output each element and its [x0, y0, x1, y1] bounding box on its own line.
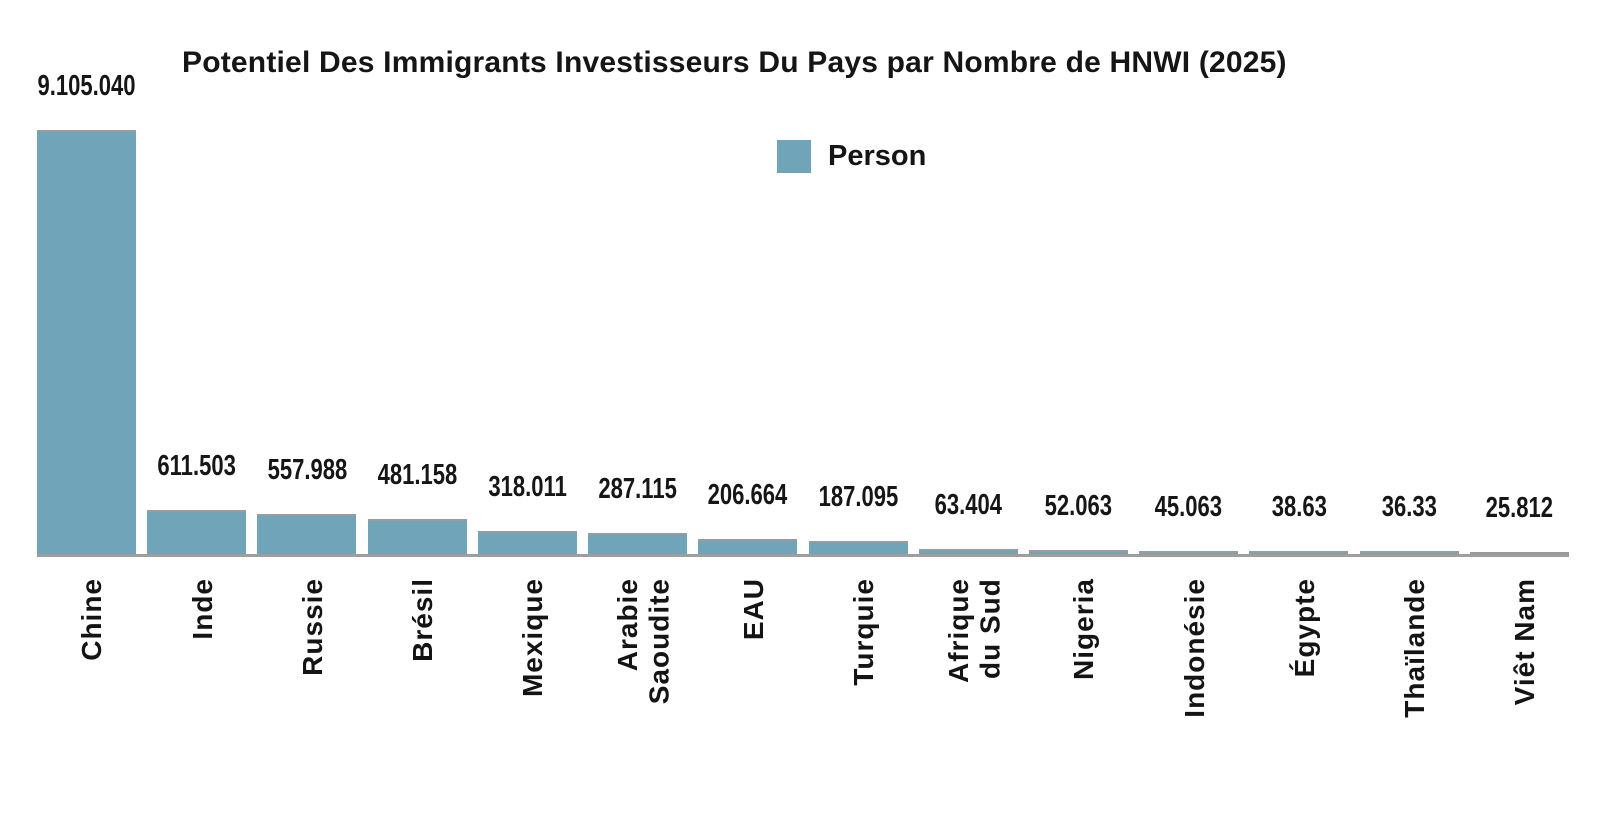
x-axis-label: Indonésie — [1178, 578, 1210, 718]
x-axis-label: Arabie Saoudite — [611, 578, 675, 705]
bar-value-label: 481.158 — [377, 459, 457, 491]
bar-wrap: 25.812 — [1469, 492, 1569, 554]
x-axis-label: Mexique — [517, 578, 549, 698]
bar-wrap: 481.158 — [367, 459, 467, 554]
bar-wrap: 36.33 — [1359, 491, 1459, 554]
bar-series: 9.105.040 611.503 557.988 481.158 318.01… — [37, 0, 1580, 554]
bar-value-label: 52.063 — [1044, 490, 1113, 522]
bar-value-label: 45.063 — [1154, 491, 1223, 523]
x-axis-cell: Inde — [147, 578, 257, 814]
bar-value-label: 557.988 — [267, 454, 347, 486]
bar-column: 36.33 — [1359, 0, 1470, 554]
x-axis-labels: Chine Inde Russie Brésil Mexique Arabie … — [37, 578, 1580, 814]
bar-wrap: 187.095 — [808, 481, 908, 554]
x-axis-cell: Mexique — [478, 578, 588, 814]
bar-value-label: 318.011 — [488, 471, 567, 503]
bar — [698, 539, 798, 554]
x-axis-label: Nigeria — [1068, 578, 1100, 680]
bar — [588, 533, 688, 554]
bar — [808, 541, 908, 554]
bar-wrap: 52.063 — [1028, 490, 1128, 554]
bar — [918, 549, 1018, 554]
bar — [1469, 552, 1569, 554]
x-axis-cell: Viêt Nam — [1470, 578, 1580, 814]
bar-value-label: 63.404 — [934, 489, 1002, 521]
x-axis-cell: Russie — [257, 578, 367, 814]
bar-column: 9.105.040 — [37, 0, 147, 554]
x-axis-label: Afrique du Sud — [942, 578, 1005, 683]
bar — [477, 531, 577, 554]
bar-column: 38.63 — [1249, 0, 1359, 554]
bar — [367, 519, 467, 554]
x-axis-cell: Nigeria — [1029, 578, 1139, 814]
x-axis-label: Inde — [186, 578, 218, 640]
bar-value-label: 36.33 — [1381, 491, 1437, 523]
x-axis-label: Égypte — [1288, 578, 1320, 678]
x-axis-cell: Turquie — [809, 578, 919, 814]
bar-wrap: 45.063 — [1139, 491, 1239, 554]
bar — [1249, 551, 1349, 554]
x-axis-cell: Indonésie — [1139, 578, 1249, 814]
bar — [1359, 551, 1459, 554]
bar-wrap: 557.988 — [257, 454, 357, 554]
bar-value-label: 206.664 — [707, 479, 788, 511]
bar-column: 206.664 — [698, 0, 808, 554]
x-axis-label: Chine — [76, 578, 108, 661]
x-axis-label: Brésil — [407, 578, 439, 662]
bar-wrap: 38.63 — [1249, 491, 1349, 554]
x-axis-label: Turquie — [847, 578, 879, 686]
bar — [257, 514, 357, 554]
x-axis-cell: Chine — [37, 578, 147, 814]
bar — [1028, 550, 1128, 554]
bar-column: 318.011 — [477, 0, 588, 554]
bar-wrap: 9.105.040 — [37, 72, 136, 554]
bar-column: 63.404 — [918, 0, 1029, 554]
legend-swatch-icon — [777, 140, 811, 173]
bar-column: 25.812 — [1469, 0, 1580, 554]
bar-wrap: 206.664 — [698, 479, 798, 554]
bar-wrap: 611.503 — [147, 450, 247, 554]
plot-area: 9.105.040 611.503 557.988 481.158 318.01… — [37, 0, 1580, 557]
bar-column: 52.063 — [1028, 0, 1139, 554]
x-axis-cell: Brésil — [368, 578, 478, 814]
bar-value-label: 25.812 — [1485, 492, 1554, 524]
legend: Person — [777, 140, 926, 173]
bar-wrap: 63.404 — [918, 489, 1018, 554]
x-axis-label: Thaïlande — [1399, 578, 1431, 718]
bar-value-label: 611.503 — [157, 450, 236, 482]
x-axis-cell: Thaïlande — [1360, 578, 1470, 814]
legend-label: Person — [828, 140, 927, 172]
bar-wrap: 318.011 — [477, 471, 577, 554]
bar-wrap: 287.115 — [588, 473, 688, 554]
x-axis-line — [37, 554, 1569, 557]
bar-value-label: 38.63 — [1271, 491, 1327, 523]
bar-value-label: 9.105.040 — [37, 70, 136, 102]
x-axis-label: Viêt Nam — [1509, 578, 1541, 706]
bar-column: 611.503 — [147, 0, 257, 554]
bar-column: 45.063 — [1139, 0, 1249, 554]
bar — [37, 130, 136, 554]
bar — [147, 510, 247, 554]
bar-column: 481.158 — [367, 0, 478, 554]
x-axis-cell: Afrique du Sud — [919, 578, 1029, 814]
x-axis-label: Russie — [296, 578, 328, 676]
bar-column: 557.988 — [257, 0, 367, 554]
x-axis-cell: Égypte — [1249, 578, 1359, 814]
x-axis-cell: Arabie Saoudite — [588, 578, 698, 814]
bar-column: 287.115 — [588, 0, 698, 554]
bar-value-label: 187.095 — [818, 481, 898, 513]
bar — [1139, 551, 1239, 554]
bar-value-label: 287.115 — [598, 473, 677, 505]
x-axis-cell: EAU — [698, 578, 808, 814]
x-axis-label: EAU — [737, 578, 769, 641]
chart-title: Potentiel Des Immigrants Investisseurs D… — [182, 46, 1287, 79]
bar-column: 187.095 — [808, 0, 919, 554]
